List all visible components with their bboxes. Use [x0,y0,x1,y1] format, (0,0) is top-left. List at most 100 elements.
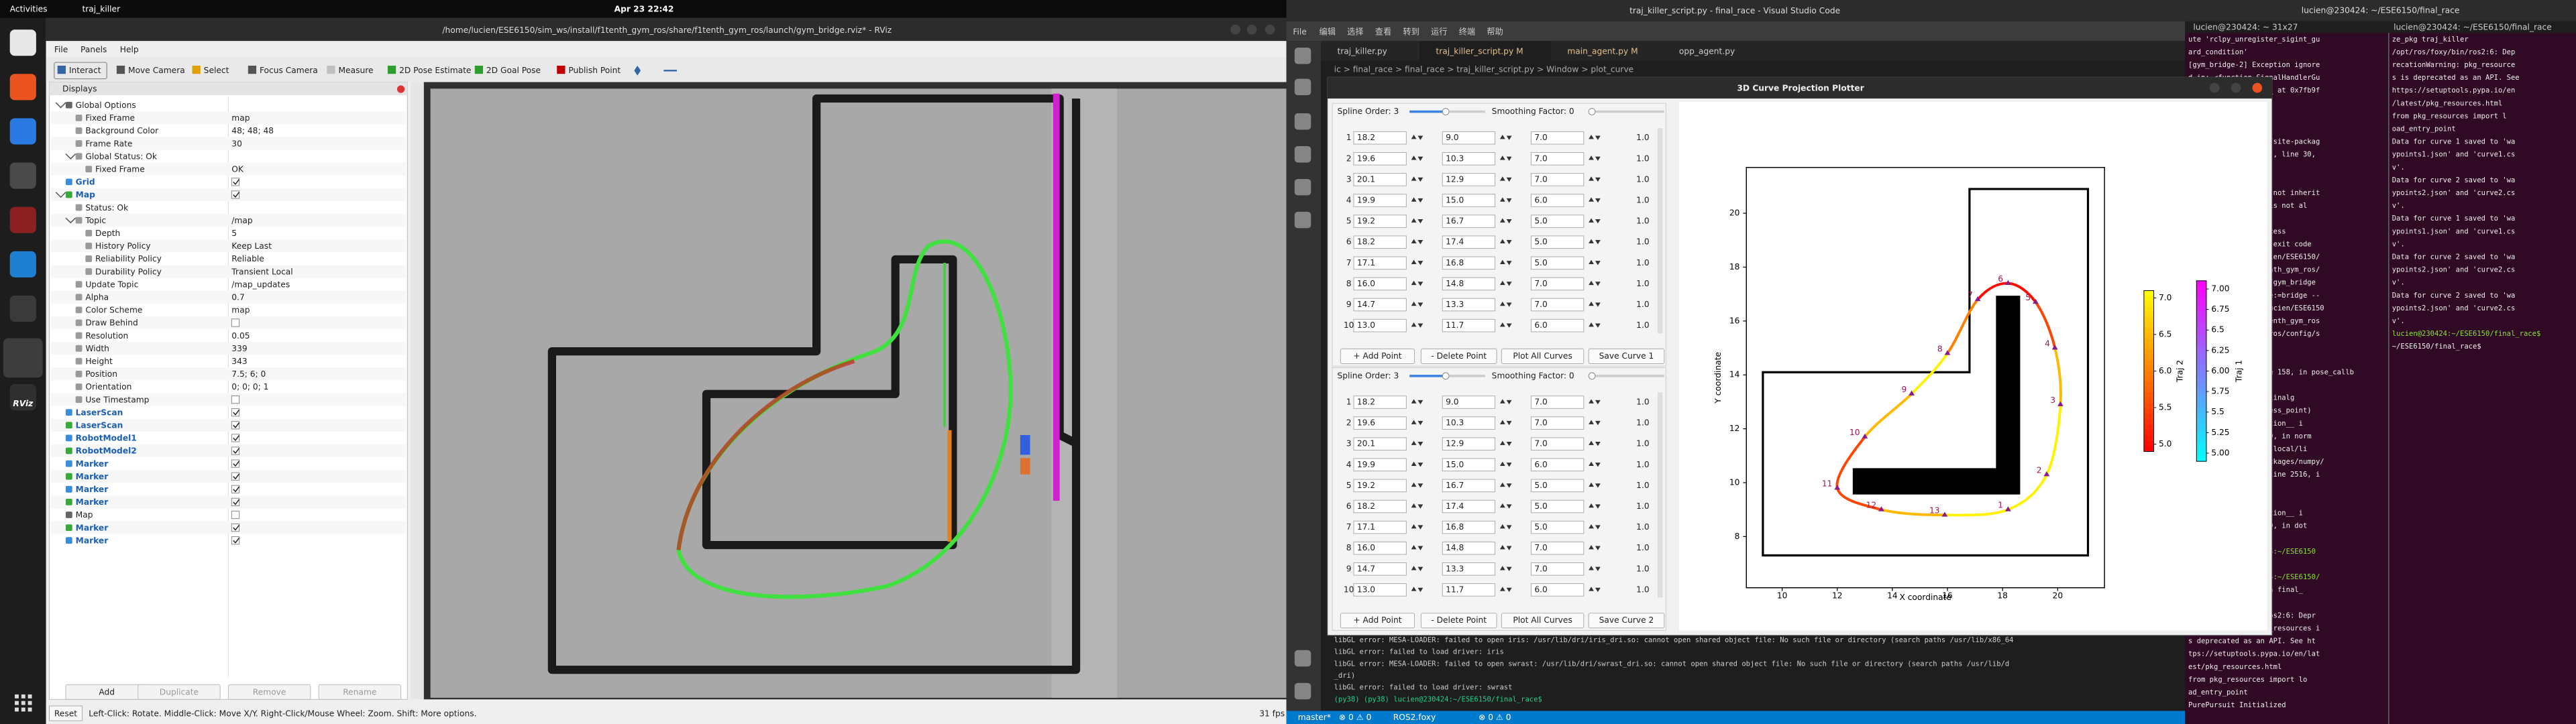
spin-down[interactable] [1506,219,1512,224]
spinbox-value[interactable]: 14.7 [1357,564,1375,573]
spinbox[interactable] [1442,277,1496,291]
tool-button[interactable]: Move Camera [128,66,185,75]
spinbox[interactable] [1442,194,1496,207]
spin-up[interactable] [1411,301,1417,306]
spinbox[interactable] [1353,583,1407,597]
tool-button[interactable]: 2D Goal Pose [486,66,541,75]
spinbox[interactable] [1353,396,1407,409]
spinbox[interactable] [1353,256,1407,270]
spin-down[interactable] [1417,463,1424,467]
spin-down[interactable] [1595,156,1601,161]
tree-item[interactable]: Map [76,190,95,200]
spinbox[interactable] [1442,235,1496,249]
spinbox[interactable] [1353,194,1407,207]
panel-button[interactable] [138,684,221,700]
spinbox[interactable] [1530,583,1585,597]
slider-track[interactable] [1589,110,1664,113]
spinbox-value[interactable]: 19.9 [1357,196,1375,205]
spinbox-value[interactable]: 16.7 [1446,217,1464,226]
spinbox[interactable] [1530,437,1585,451]
button-label[interactable]: Add [99,687,115,697]
spin-down[interactable] [1417,483,1424,488]
status-item[interactable]: master* [1298,713,1331,722]
spin-down[interactable] [1595,463,1601,467]
spinbox[interactable] [1353,479,1407,493]
terminal-tab[interactable]: lucien@230424: ~ 31x27 [2193,23,2298,32]
spinbox[interactable] [1442,152,1496,166]
spinbox-value[interactable]: 13.0 [1357,585,1375,594]
spin-down[interactable] [1595,198,1601,203]
spin-up[interactable] [1589,566,1594,570]
spinbox[interactable] [1530,215,1585,228]
spin-up[interactable] [1499,280,1505,286]
activity-icon[interactable] [1294,48,1311,64]
spinbox-value[interactable]: 7.0 [1534,418,1547,428]
spinbox-value[interactable]: 16.0 [1357,543,1375,552]
menu-item[interactable]: 运行 [1431,27,1447,36]
expander[interactable] [65,217,76,224]
spinbox[interactable] [1353,298,1407,312]
spin-down[interactable] [1595,261,1601,265]
spin-up[interactable] [1499,482,1505,487]
tree-item[interactable]: Marker [76,459,109,469]
tree-item[interactable]: Background Color [85,126,159,135]
menu-item[interactable]: 帮助 [1487,27,1503,36]
spinbox[interactable] [1353,173,1407,186]
spin-up[interactable] [1589,301,1594,306]
spinbox-value[interactable]: 13.3 [1446,564,1464,573]
tree-item[interactable]: Grid [76,178,95,187]
spin-up[interactable] [1411,218,1417,223]
expander[interactable] [65,153,76,160]
tool-button[interactable]: Interact [69,66,101,75]
spinbox[interactable] [1530,235,1585,249]
reset-button[interactable] [48,705,83,721]
spinbox-value[interactable]: 18.2 [1357,133,1375,142]
checkbox[interactable] [231,485,240,493]
dock-icon[interactable] [9,162,36,189]
spinbox[interactable] [1442,396,1496,409]
spinbox[interactable] [1442,520,1496,534]
spin-up[interactable] [1589,503,1594,508]
spinbox[interactable] [1530,277,1585,291]
tree-item[interactable]: Fixed Frame [95,164,145,174]
window-button[interactable] [2231,82,2241,93]
spinbox[interactable] [1442,215,1496,228]
spinbox-value[interactable]: 19.9 [1357,460,1375,469]
spin-up[interactable] [1499,239,1505,243]
spinbox-value[interactable]: 7.0 [1534,398,1547,407]
spinbox[interactable] [1442,479,1496,493]
spin-down[interactable] [1595,420,1601,426]
button-label[interactable]: Plot All Curves [1513,615,1572,625]
spin-down[interactable] [1506,302,1512,307]
spinbox-value[interactable]: 17.1 [1357,258,1375,267]
spinbox[interactable] [1353,437,1407,451]
dock-icon[interactable] [9,29,36,56]
activities[interactable]: Activities [10,5,48,14]
slider-handle[interactable] [1442,372,1450,380]
spin-up[interactable] [1411,503,1417,508]
spin-down[interactable] [1417,504,1424,509]
spin-down[interactable] [1417,400,1424,405]
tree-item[interactable]: Marker [76,472,109,481]
spinbox-value[interactable]: 19.2 [1357,481,1375,490]
spinbox-value[interactable]: 16.8 [1446,258,1464,267]
button-label[interactable]: Plot All Curves [1513,351,1572,361]
button[interactable] [1501,348,1585,364]
spin-up[interactable] [1411,197,1417,202]
tree-item[interactable]: Use Timestamp [85,395,149,404]
spin-up[interactable] [1499,156,1505,160]
dock-icon[interactable] [9,384,36,411]
spinbox-value[interactable]: 10.3 [1446,154,1464,163]
spin-down[interactable] [1506,135,1512,140]
button[interactable] [1501,613,1585,629]
spinbox[interactable] [1530,152,1585,166]
spinbox[interactable] [1442,256,1496,270]
spinbox-value[interactable]: 7.0 [1534,174,1547,184]
spin-up[interactable] [1589,482,1594,487]
spin-up[interactable] [1589,156,1594,160]
activity-icon[interactable] [1294,145,1311,163]
spin-up[interactable] [1589,587,1594,591]
spin-down[interactable] [1506,261,1512,265]
spinbox[interactable] [1353,215,1407,228]
spin-down[interactable] [1417,135,1424,140]
